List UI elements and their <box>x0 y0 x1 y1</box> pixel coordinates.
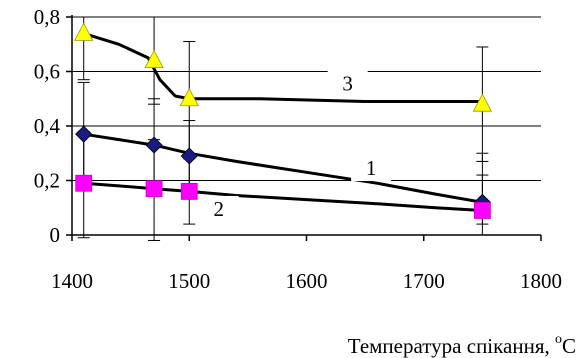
axes <box>66 15 542 241</box>
marker-s1-0 <box>75 125 93 143</box>
curve-label-bg-3 <box>327 70 368 97</box>
marker-s2-2 <box>180 182 198 200</box>
series-line-2 <box>83 181 483 212</box>
marker-s1-1 <box>145 136 163 154</box>
x-tick-label: 1700 <box>403 269 445 293</box>
x-tick-label: 1500 <box>168 269 210 293</box>
marker-s3-3 <box>472 93 493 112</box>
y-tick-label: 0,4 <box>34 114 61 138</box>
marker-s2-3 <box>473 202 491 219</box>
marker-s3-2 <box>179 87 199 107</box>
curve-label-3: 3 <box>342 72 353 96</box>
curve-label-1: 1 <box>366 156 377 180</box>
x-tick-label: 1400 <box>51 269 93 293</box>
y-tick-label: 0 <box>50 223 61 247</box>
marker-s3-1 <box>144 49 164 68</box>
series-markers <box>74 22 493 219</box>
curve-labels: 1 2 3 <box>198 70 392 222</box>
marker-s3-0 <box>74 22 94 41</box>
tick-labels: 0 0,2 0,4 0,6 0,8 1400 1500 1600 1700 1800 <box>34 5 562 293</box>
series-line-1 <box>83 132 483 204</box>
series-curves <box>83 31 483 212</box>
x-tick-label: 1600 <box>286 269 328 293</box>
x-axis-title: Температура спікання, oC <box>348 332 576 358</box>
marker-s2-1 <box>145 180 163 198</box>
marker-s1-2 <box>180 147 198 165</box>
curve-label-bg-1 <box>351 155 392 182</box>
curve-label-2: 2 <box>213 197 224 221</box>
y-tick-label: 0,8 <box>34 5 60 29</box>
x-tick-label: 1800 <box>520 269 562 293</box>
series-line-3 <box>83 31 483 103</box>
y-tick-label: 0,6 <box>34 60 60 84</box>
y-tick-label: 0,2 <box>34 169 60 193</box>
curve-label-bg-2 <box>198 195 239 222</box>
marker-s2-0 <box>75 174 93 192</box>
